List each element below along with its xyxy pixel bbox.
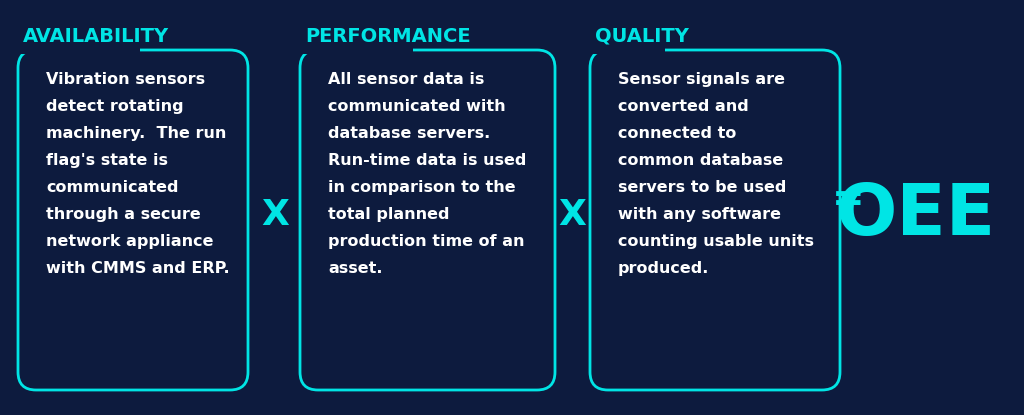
Text: QUALITY: QUALITY [595, 27, 689, 46]
Bar [588, 32, 665, 54]
Text: =: = [831, 181, 864, 219]
Text: AVAILABILITY: AVAILABILITY [23, 27, 169, 46]
Text: OEE: OEE [835, 181, 995, 249]
Text: Sensor signals are
converted and
connected to
common database
servers to be used: Sensor signals are converted and connect… [618, 72, 814, 276]
Text: PERFORMANCE: PERFORMANCE [305, 27, 471, 46]
Text: X: X [261, 198, 289, 232]
Bar [298, 32, 413, 54]
Text: All sensor data is
communicated with
database servers.
Run-time data is used
in : All sensor data is communicated with dat… [328, 72, 526, 276]
Text: X: X [558, 198, 586, 232]
Bar [16, 32, 140, 54]
Text: Vibration sensors
detect rotating
machinery.  The run
flag's state is
communicat: Vibration sensors detect rotating machin… [46, 72, 229, 276]
